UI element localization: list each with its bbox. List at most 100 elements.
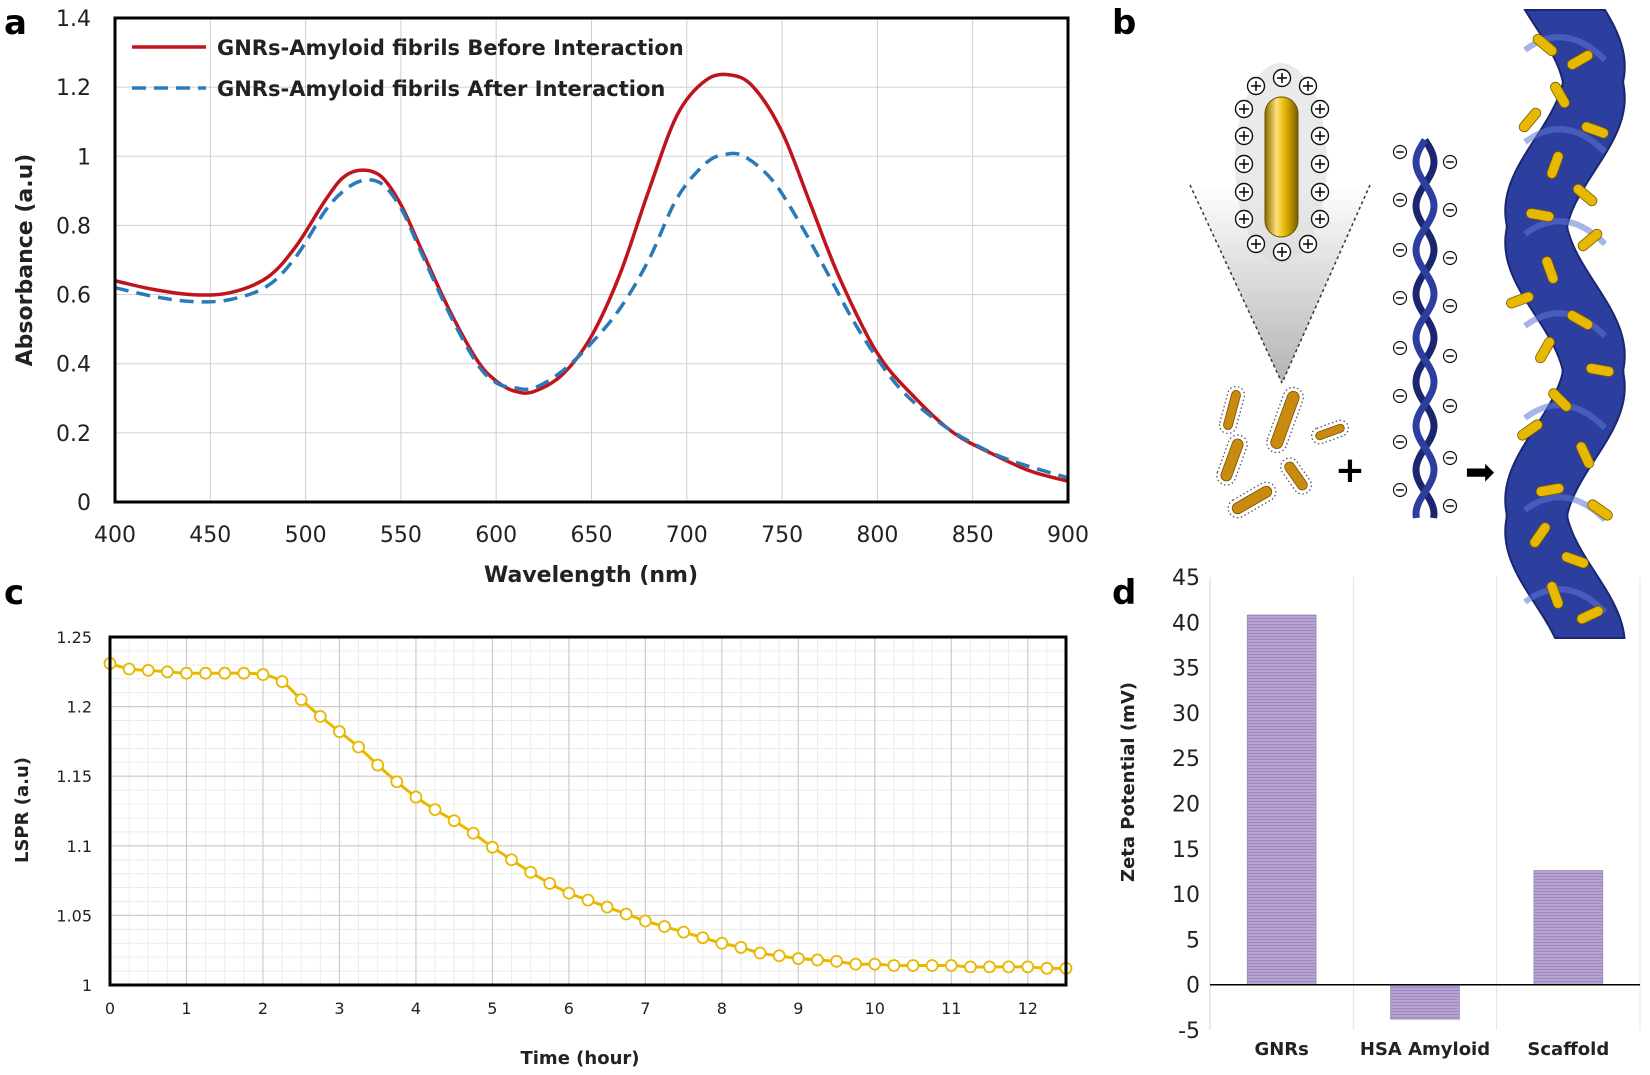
scaffold-nanorod — [1548, 388, 1572, 412]
lspr-data-point — [275, 675, 289, 688]
nanorod-body — [1315, 423, 1345, 441]
lspr-data-point — [141, 664, 155, 677]
lspr-data-point — [466, 826, 480, 840]
scaffold-nanorod — [1576, 605, 1604, 625]
amyloid-fibril-icon — [1412, 138, 1438, 519]
fibril-strand — [1412, 138, 1438, 519]
zeta-bar-0 — [1246, 614, 1317, 986]
scaffold-nanorod — [1585, 363, 1615, 377]
scaffold-nanorod — [1566, 310, 1594, 330]
lspr-x-tick-label: 9 — [793, 999, 803, 1018]
absorbance-series-line-1 — [114, 151, 1069, 480]
lspr-data-point — [1021, 960, 1035, 974]
absorbance-series-line-0 — [114, 72, 1069, 483]
nanorod-charge-shell — [1280, 457, 1312, 495]
zeta-bars — [1210, 614, 1640, 1020]
assembly-schematic: + ➡ — [1189, 9, 1626, 639]
zoom-cone-edge-left — [1189, 184, 1283, 384]
lspr-data-point — [753, 946, 767, 960]
panel-letter-a: a — [4, 3, 27, 43]
scaffold-nanorod-body — [1585, 363, 1615, 377]
absorbance-x-ticks: 400 450 500 550 600 650 700 750 800 850 900 — [94, 523, 1089, 548]
lspr-data-point — [906, 959, 920, 972]
small-nanorod — [1227, 481, 1277, 519]
absorbance-x-tick-label: 500 — [285, 523, 327, 548]
absorbance-x-tick-label: 750 — [761, 523, 803, 548]
plus-sign: + — [1335, 450, 1365, 491]
scaffold-nanorod — [1517, 419, 1543, 441]
scaffold-nanorod-body — [1517, 419, 1543, 441]
absorbance-x-tick-label: 800 — [856, 523, 898, 548]
lspr-data-point — [505, 853, 518, 867]
lspr-x-tick-label: 10 — [865, 999, 885, 1018]
zeta-y-tick-label: 45 — [1172, 566, 1200, 591]
lspr-data-point — [734, 941, 748, 954]
lspr-data-point — [868, 957, 882, 971]
zeta-y-tick-label: 5 — [1186, 928, 1200, 953]
scaffold-nanorod-body — [1587, 499, 1613, 521]
scaffold-nanorod — [1577, 228, 1603, 252]
lspr-x-tick-label: 4 — [411, 999, 421, 1018]
nanorod-body — [1270, 391, 1300, 449]
nanorod-body — [1223, 390, 1241, 430]
small-nanorod — [1216, 434, 1248, 486]
lspr-data-point — [715, 936, 729, 950]
scaffold-highlight — [1523, 586, 1608, 615]
absorbance-plot-frame — [113, 16, 1070, 504]
panel-letter-d: d — [1112, 573, 1136, 613]
lspr-data-point — [964, 960, 977, 974]
scaffold-nanorod-body — [1566, 50, 1594, 70]
scaffold-icon — [1504, 9, 1626, 639]
lspr-data-point — [983, 960, 996, 974]
scaffold-ribbon — [1504, 9, 1626, 639]
lspr-data-point — [371, 758, 385, 772]
absorbance-y-tick-label: 1 — [77, 145, 91, 170]
nanorod-charge-shell — [1311, 419, 1349, 445]
scaffold-nanorod-body — [1541, 256, 1559, 284]
lspr-x-tick-label: 11 — [941, 999, 961, 1018]
lspr-data-point — [352, 740, 365, 754]
absorbance-y-tick-label: 1.4 — [56, 7, 91, 32]
absorbance-x-tick-label: 700 — [666, 523, 708, 548]
scaffold-nanorod — [1546, 151, 1564, 179]
lspr-x-tick-label: 8 — [717, 999, 727, 1018]
arrow-icon: ➡ — [1465, 452, 1495, 493]
zeta-y-axis-title: Zeta Potential (mV) — [1118, 682, 1139, 882]
small-nanorod — [1266, 386, 1304, 454]
lspr-y-tick-label: 1.2 — [67, 698, 92, 717]
zeta-y-tick-label: 20 — [1172, 793, 1200, 818]
scaffold-nanorod-body — [1566, 310, 1594, 330]
absorbance-y-axis-title: Absorbance (a.u) — [13, 154, 38, 367]
lspr-y-tick-label: 1.15 — [56, 767, 92, 786]
lspr-data-point — [122, 662, 136, 676]
positive-charges — [1234, 68, 1330, 262]
lspr-data-point — [830, 954, 843, 968]
lspr-y-tick-label: 1.05 — [56, 906, 92, 925]
small-nanorod — [1218, 385, 1246, 435]
scaffold-nanorod — [1561, 551, 1589, 569]
lspr-data-point — [428, 803, 442, 817]
scaffold-nanorod-body — [1546, 581, 1564, 609]
scaffold-nanorod — [1541, 256, 1559, 284]
scaffold-nanorod — [1566, 50, 1594, 70]
lspr-data-point — [944, 959, 958, 972]
zeta-y-ticks: -5 0 5 10 15 20 25 30 35 40 45 — [1172, 566, 1200, 1044]
zeta-bar-2 — [1533, 870, 1604, 986]
scaffold-nanorod-body — [1535, 336, 1555, 364]
scaffold-nanorod-body — [1535, 483, 1565, 497]
lspr-x-ticks: 0 1 2 3 4 5 6 7 8 9 10 11 12 — [105, 999, 1038, 1018]
nanorod-charge-shell — [1216, 434, 1248, 486]
nanorod-charge-shell — [1218, 385, 1246, 435]
lspr-grid — [109, 636, 1067, 986]
lspr-x-tick-label: 2 — [258, 999, 268, 1018]
nanorod-charge-shell — [1227, 481, 1277, 519]
lspr-data-point — [390, 775, 404, 789]
lspr-data-point — [160, 665, 174, 679]
scaffold-nanorod-body — [1577, 228, 1603, 252]
scaffold-nanorod — [1550, 81, 1570, 109]
lspr-data-point — [218, 666, 232, 680]
absorbance-series — [114, 72, 1069, 483]
zoom-cone — [1190, 185, 1370, 383]
scaffold-nanorod — [1575, 441, 1595, 469]
lspr-data-point — [333, 725, 346, 739]
